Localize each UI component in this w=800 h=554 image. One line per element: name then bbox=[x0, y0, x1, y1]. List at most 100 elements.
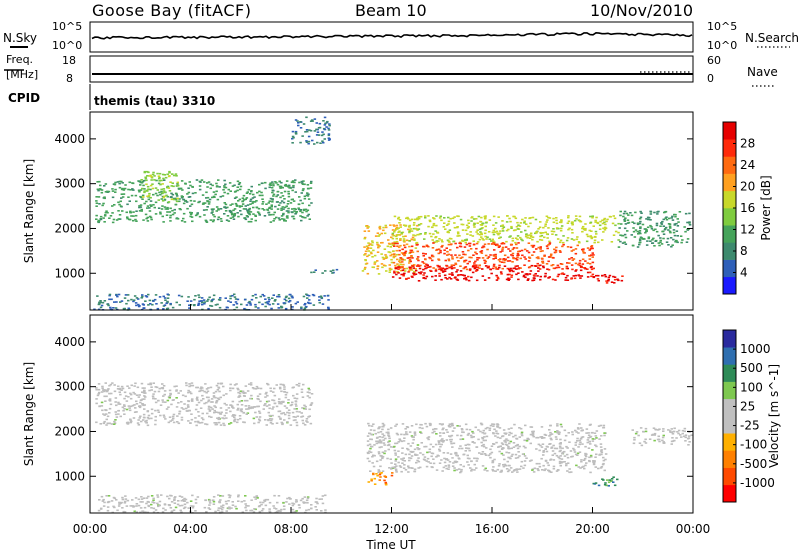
scatter-cell bbox=[417, 259, 420, 262]
scatter-cell bbox=[369, 470, 372, 472]
scatter-cell bbox=[287, 409, 291, 411]
scatter-cell bbox=[196, 420, 200, 423]
scatter-cell bbox=[395, 442, 399, 445]
scatter-cell bbox=[123, 408, 126, 410]
scatter-cell bbox=[263, 404, 266, 407]
scatter-cell bbox=[264, 298, 267, 300]
scatter-cell bbox=[161, 183, 164, 185]
scatter-cell bbox=[142, 413, 146, 416]
scatter-cell bbox=[388, 467, 391, 469]
scatter-cell bbox=[377, 427, 380, 430]
scatter-cell bbox=[278, 185, 282, 188]
scatter-cell bbox=[555, 246, 558, 249]
scatter-cell bbox=[384, 482, 388, 485]
scatter-cell bbox=[395, 253, 399, 256]
scatter-cell bbox=[579, 220, 583, 223]
scatter-cell bbox=[261, 194, 264, 197]
scatter-cell bbox=[218, 186, 221, 188]
scatter-cell bbox=[198, 188, 202, 191]
scatter-cell bbox=[581, 258, 585, 261]
scatter-cell bbox=[401, 269, 405, 272]
scatter-cell bbox=[566, 447, 569, 449]
scatter-cell bbox=[270, 419, 273, 422]
scatter-cell bbox=[237, 215, 240, 218]
scatter-cell bbox=[560, 227, 563, 230]
scatter-cell bbox=[245, 197, 249, 199]
scatter-cell bbox=[663, 228, 667, 231]
scatter-cell bbox=[649, 240, 652, 242]
scatter-cell bbox=[233, 208, 237, 210]
scatter-cell bbox=[644, 438, 647, 441]
scatter-cell bbox=[450, 254, 453, 256]
scatter-cell bbox=[300, 388, 304, 391]
scatter-cell bbox=[95, 205, 98, 207]
scatter-cell bbox=[155, 386, 159, 389]
scatter-cell bbox=[150, 176, 153, 178]
scatter-cell bbox=[278, 295, 281, 298]
scatter-cell bbox=[661, 436, 665, 439]
scatter-cell bbox=[429, 424, 432, 427]
scatter-cell bbox=[593, 483, 597, 485]
scatter-cell bbox=[294, 416, 297, 418]
scatter-cell bbox=[543, 437, 546, 439]
scatter-cell bbox=[214, 193, 217, 196]
scatter-cell bbox=[542, 451, 545, 453]
scatter-cell bbox=[655, 222, 659, 225]
scatter-cell bbox=[219, 507, 222, 510]
scatter-cell bbox=[590, 230, 593, 232]
scatter-cell bbox=[169, 216, 172, 219]
scatter-cell bbox=[272, 183, 275, 185]
scatter-cell bbox=[222, 417, 226, 420]
scatter-cell bbox=[292, 215, 295, 218]
scatter-cell bbox=[471, 235, 475, 237]
scatter-cell bbox=[466, 454, 469, 457]
scatter-cell bbox=[410, 435, 414, 437]
scatter-cell bbox=[599, 220, 602, 223]
scatter-cell bbox=[154, 201, 158, 204]
scatter-cell bbox=[113, 384, 116, 386]
scatter-cell bbox=[655, 230, 659, 233]
scatter-cell bbox=[486, 257, 489, 260]
scatter-cell bbox=[104, 382, 107, 384]
scatter-cell bbox=[475, 467, 478, 469]
scatter-cell bbox=[590, 254, 593, 256]
scatter-cell bbox=[215, 411, 218, 413]
scatter-cell bbox=[421, 261, 424, 263]
scatter-cell bbox=[364, 266, 367, 269]
scatter-cell bbox=[247, 188, 251, 191]
scatter-cell bbox=[555, 266, 558, 269]
scatter-cell bbox=[416, 447, 419, 449]
colorbar-tick-label: -500 bbox=[740, 457, 767, 471]
scatter-cell bbox=[182, 212, 186, 215]
scatter-cell bbox=[248, 207, 251, 210]
scatter-cell bbox=[425, 465, 429, 468]
scatter-cell bbox=[162, 414, 166, 417]
scatter-cell bbox=[529, 234, 533, 237]
scatter-cell bbox=[291, 411, 295, 414]
y-tick-label: 1000 bbox=[54, 469, 85, 483]
scatter-cell bbox=[98, 180, 101, 183]
beam-title: Beam 10 bbox=[355, 1, 427, 20]
scatter-cell bbox=[243, 307, 246, 310]
scatter-cell bbox=[524, 424, 527, 427]
scatter-cell bbox=[438, 272, 441, 275]
scatter-cell bbox=[674, 213, 677, 216]
scatter-cell bbox=[381, 433, 384, 435]
scatter-cell bbox=[262, 501, 265, 504]
scatter-cell bbox=[325, 121, 329, 124]
scatter-cell bbox=[405, 433, 409, 436]
scatter-cell bbox=[279, 417, 282, 420]
scatter-cell bbox=[491, 231, 495, 234]
scatter-cell bbox=[123, 405, 126, 407]
scatter-cell bbox=[490, 451, 494, 454]
scatter-cell bbox=[468, 245, 472, 247]
scatter-cell bbox=[542, 266, 545, 269]
scatter-cell bbox=[395, 423, 398, 426]
scatter-cell bbox=[480, 250, 484, 252]
scatter-cell bbox=[185, 382, 188, 384]
scatter-cell bbox=[216, 198, 220, 201]
scatter-cell bbox=[206, 390, 210, 393]
scatter-cell bbox=[123, 404, 126, 406]
scatter-cell bbox=[287, 417, 291, 420]
